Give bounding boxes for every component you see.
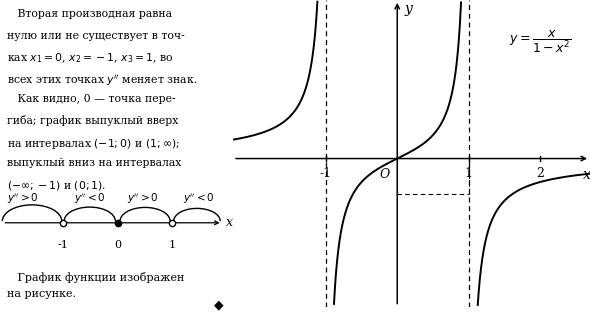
Text: $y''<0$: $y''<0$ xyxy=(183,192,215,206)
Text: -1: -1 xyxy=(320,167,332,180)
Text: нулю или не существует в точ-: нулю или не существует в точ- xyxy=(7,31,185,41)
Text: $(-\infty;-1)$ и $(0;1)$.: $(-\infty;-1)$ и $(0;1)$. xyxy=(7,179,106,192)
Text: x: x xyxy=(582,168,590,182)
Text: $y=\dfrac{x}{1-x^2}$: $y=\dfrac{x}{1-x^2}$ xyxy=(509,29,571,55)
Text: гиба; график выпуклый вверх: гиба; график выпуклый вверх xyxy=(7,115,178,126)
Text: всех этих точках $y''$ меняет знак.: всех этих точках $y''$ меняет знак. xyxy=(7,73,198,88)
Text: Как видно, 0 — точка пере-: Как видно, 0 — точка пере- xyxy=(7,94,176,104)
Text: y: y xyxy=(404,2,412,16)
Text: График функции изображен: График функции изображен xyxy=(7,272,184,283)
Text: на рисунке.: на рисунке. xyxy=(7,289,76,299)
Text: $y''<0$: $y''<0$ xyxy=(74,192,106,206)
Text: 2: 2 xyxy=(536,167,544,180)
Text: ках $x_1=0$, $x_2=-1$, $x_3=1$, во: ках $x_1=0$, $x_2=-1$, $x_3=1$, во xyxy=(7,52,173,65)
Text: x: x xyxy=(226,216,233,229)
Text: 0: 0 xyxy=(114,240,122,250)
Text: на интервалах $(-1;0)$ и $(1;\infty)$;: на интервалах $(-1;0)$ и $(1;\infty)$; xyxy=(7,137,180,150)
Text: O: O xyxy=(379,168,389,181)
Text: 1: 1 xyxy=(169,240,176,250)
Text: $y''>0$: $y''>0$ xyxy=(8,192,39,206)
Text: -1: -1 xyxy=(57,240,68,250)
Text: Вторая производная равна: Вторая производная равна xyxy=(7,9,172,20)
Text: 1: 1 xyxy=(465,167,473,180)
Text: $y''>0$: $y''>0$ xyxy=(127,192,159,206)
Text: ◆: ◆ xyxy=(214,298,224,311)
Text: выпуклый вниз на интервалах: выпуклый вниз на интервалах xyxy=(7,158,181,168)
